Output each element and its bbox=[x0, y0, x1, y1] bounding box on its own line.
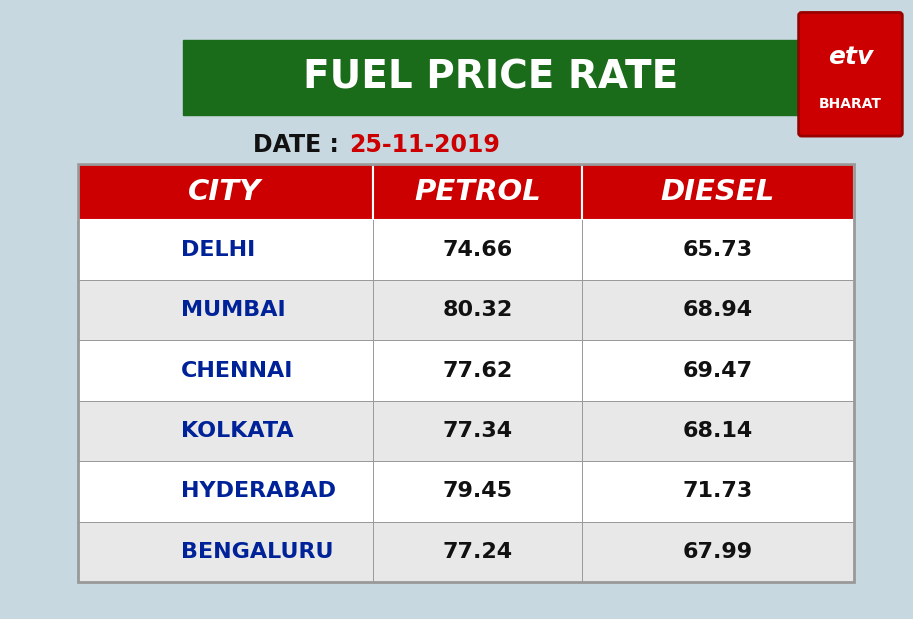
Text: CITY: CITY bbox=[188, 178, 262, 206]
Text: 80.32: 80.32 bbox=[442, 300, 512, 320]
Text: BHARAT: BHARAT bbox=[819, 97, 882, 111]
Text: PETROL: PETROL bbox=[414, 178, 540, 206]
FancyBboxPatch shape bbox=[799, 12, 902, 136]
Bar bbox=[78, 401, 854, 461]
Bar bbox=[582, 164, 854, 220]
Bar bbox=[78, 340, 854, 401]
Text: 71.73: 71.73 bbox=[683, 482, 753, 501]
Text: HYDERABAD: HYDERABAD bbox=[181, 482, 336, 501]
Text: 65.73: 65.73 bbox=[683, 240, 753, 260]
Bar bbox=[78, 164, 373, 220]
Text: MUMBAI: MUMBAI bbox=[181, 300, 286, 320]
Text: 77.62: 77.62 bbox=[442, 361, 512, 381]
Bar bbox=[78, 280, 854, 340]
Bar bbox=[183, 40, 799, 115]
Text: etv: etv bbox=[828, 45, 873, 69]
Text: 74.66: 74.66 bbox=[442, 240, 512, 260]
Text: DELHI: DELHI bbox=[181, 240, 255, 260]
Text: 67.99: 67.99 bbox=[683, 542, 753, 561]
Bar bbox=[78, 220, 854, 280]
Text: 69.47: 69.47 bbox=[683, 361, 753, 381]
Text: 77.34: 77.34 bbox=[442, 421, 512, 441]
Text: BENGALURU: BENGALURU bbox=[181, 542, 333, 561]
Text: 25-11-2019: 25-11-2019 bbox=[349, 134, 499, 157]
Bar bbox=[78, 461, 854, 521]
Text: CHENNAI: CHENNAI bbox=[181, 361, 293, 381]
Text: 77.24: 77.24 bbox=[442, 542, 512, 561]
Text: DATE :: DATE : bbox=[253, 134, 347, 157]
Text: KOLKATA: KOLKATA bbox=[181, 421, 293, 441]
Text: 68.14: 68.14 bbox=[683, 421, 753, 441]
Bar bbox=[78, 164, 854, 582]
Text: 68.94: 68.94 bbox=[683, 300, 753, 320]
Bar bbox=[78, 521, 854, 582]
Text: DIESEL: DIESEL bbox=[661, 178, 775, 206]
Text: FUEL PRICE RATE: FUEL PRICE RATE bbox=[303, 58, 678, 97]
Text: 79.45: 79.45 bbox=[442, 482, 512, 501]
Bar bbox=[373, 164, 582, 220]
